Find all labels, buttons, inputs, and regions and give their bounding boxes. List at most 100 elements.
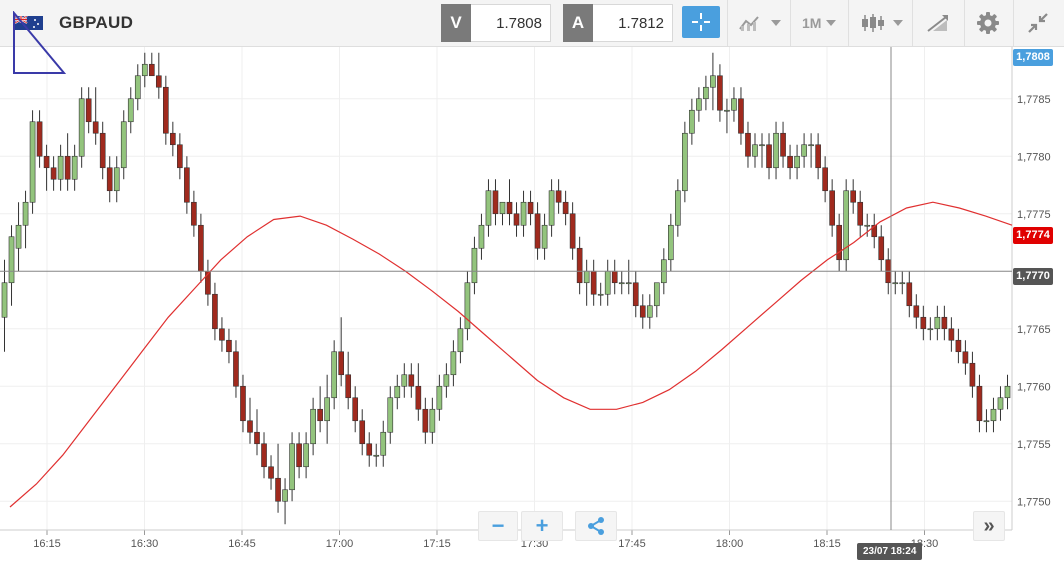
candle-body	[387, 397, 394, 433]
candle-body	[604, 270, 611, 295]
time-tick-label: 17:30	[521, 538, 549, 550]
price-tick-label: 1,7780	[1017, 151, 1051, 163]
candle-body	[850, 190, 857, 203]
zoom-out-button[interactable]: −	[478, 511, 518, 541]
current-price-label: 1,7808	[1013, 49, 1053, 66]
candle-body	[240, 385, 246, 422]
candle-body	[675, 190, 681, 226]
chart-area[interactable]: 1,7785 1,7780 1,7775 1,7770 1,7765 1,7760 1,77…	[0, 11, 1064, 564]
candle-body	[983, 420, 990, 423]
candle-body	[1, 282, 8, 318]
candle-body	[569, 213, 576, 249]
candle-body	[878, 236, 885, 261]
plus-icon: +	[535, 513, 549, 538]
timeframe-label: 1M	[802, 15, 822, 31]
candle-body	[436, 385, 443, 410]
candle-body	[871, 224, 878, 238]
candle-body	[120, 121, 127, 169]
time-tick-label: 18:15	[813, 538, 841, 550]
candle-body	[394, 385, 401, 399]
candle-body	[829, 190, 835, 226]
chevron-down-icon	[826, 20, 837, 26]
top-toolbar: GBPAUD V 1.7808 A 1.7812 1M	[0, 0, 1064, 47]
candle-body	[653, 282, 660, 307]
candle-body	[492, 190, 499, 215]
candle-body	[450, 351, 457, 376]
candle-body	[794, 155, 800, 169]
candle-body	[976, 385, 983, 422]
candle-body	[941, 316, 948, 330]
timeframe-dropdown[interactable]: 1M	[802, 6, 837, 40]
ma-price-label: 1,7774	[1013, 227, 1053, 244]
candle-body	[541, 224, 548, 249]
crosshair-button[interactable]	[682, 6, 720, 38]
price-tick-label: 1,7760	[1017, 381, 1051, 393]
candle-body	[282, 489, 288, 502]
toolbar-divider	[848, 0, 849, 46]
triangle-drawing[interactable]	[12, 11, 68, 75]
candle-body	[857, 201, 864, 226]
candle-body	[408, 374, 415, 387]
candle-body	[836, 224, 842, 261]
candle-body	[331, 351, 337, 399]
time-tick-label: 17:15	[423, 538, 451, 550]
share-button[interactable]	[575, 511, 617, 541]
candle-body	[738, 98, 744, 134]
candle-body	[261, 443, 267, 468]
candle-body	[969, 362, 976, 387]
scroll-to-end-button[interactable]: »	[973, 511, 1005, 541]
candle-body	[611, 270, 618, 284]
candle-body	[625, 282, 632, 285]
candle-body	[990, 408, 997, 422]
candle-body	[324, 397, 330, 422]
candle-body	[752, 144, 758, 157]
candle-body	[254, 431, 260, 445]
candle-body	[127, 98, 134, 123]
chevron-down-icon	[771, 20, 781, 26]
candle-body	[632, 282, 639, 307]
candle-body	[359, 420, 366, 445]
buy-quote[interactable]: A 1.7812	[563, 4, 673, 42]
candle-body	[717, 75, 723, 111]
candle-body	[352, 397, 359, 422]
price-chart[interactable]: 1,7785 1,7780 1,7775 1,7770 1,7765 1,7760 1,77…	[0, 47, 1064, 564]
candle-body	[696, 98, 702, 111]
candle-body	[808, 144, 814, 147]
candle-body	[141, 63, 148, 77]
candle-body	[57, 155, 64, 180]
toolbar-divider	[912, 0, 913, 46]
collapse-button[interactable]	[1026, 6, 1050, 40]
indicator-button[interactable]	[738, 6, 781, 40]
candle-body	[731, 98, 737, 111]
candle-body	[583, 270, 590, 284]
candle-body	[429, 408, 436, 433]
candle-body	[766, 144, 772, 169]
candle-body	[134, 75, 141, 100]
candle-body	[934, 316, 941, 330]
candle-body	[15, 224, 22, 249]
zoom-in-button[interactable]: +	[521, 511, 563, 541]
candle-body	[780, 132, 786, 157]
share-icon	[588, 517, 604, 535]
settings-icon	[977, 12, 999, 34]
candlestick-icon	[862, 14, 884, 32]
candle-body	[485, 190, 492, 226]
settings-button[interactable]	[976, 6, 1000, 40]
toolbar-divider	[727, 0, 728, 46]
candle-body	[646, 305, 653, 318]
candle-body	[955, 339, 962, 353]
candle-body	[191, 201, 197, 226]
chart-type-button[interactable]	[860, 6, 903, 40]
candle-body	[155, 75, 162, 88]
candle-body	[22, 201, 29, 226]
candle-body	[801, 144, 807, 157]
drawing-tools-button[interactable]	[925, 6, 951, 40]
candle-body	[148, 63, 155, 77]
candle-body	[682, 132, 688, 192]
candle-body	[71, 155, 78, 180]
collapse-icon	[1028, 13, 1048, 33]
sell-quote[interactable]: V 1.7808	[441, 4, 551, 42]
candle-body	[198, 224, 204, 272]
candle-body	[703, 86, 709, 100]
candle-body	[590, 270, 597, 295]
